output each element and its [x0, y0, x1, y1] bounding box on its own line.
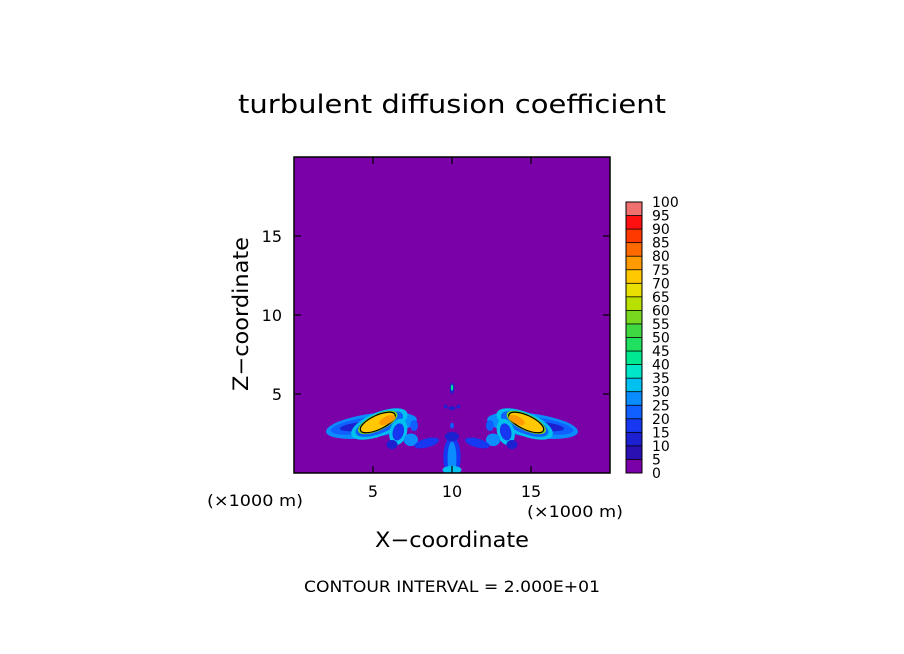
- colorbar-swatch: [626, 445, 642, 460]
- chart-title: turbulent diffusion coefficient: [238, 90, 666, 120]
- lobe-cell-dot: [410, 420, 419, 432]
- central-dot: [450, 422, 454, 429]
- y-unit-label: (×1000 m): [527, 502, 623, 521]
- colorbar-label: 5: [652, 452, 661, 468]
- lobe-cell-small: [485, 433, 501, 447]
- x-tick-label: 5: [368, 482, 378, 501]
- central-column-core: [447, 441, 457, 473]
- colorbar-swatch: [626, 269, 642, 284]
- upper-dot-left: [443, 404, 448, 409]
- colorbar-swatch: [626, 323, 642, 338]
- y-tick-labels: 5 10 15: [262, 227, 282, 404]
- colorbar-label: 85: [652, 236, 670, 252]
- colorbar-label: 80: [652, 249, 670, 265]
- y-tick-label: 10: [262, 306, 282, 325]
- colorbar-swatch: [626, 418, 642, 433]
- colorbar-swatch: [626, 242, 642, 257]
- colorbar-swatch: [626, 202, 642, 216]
- colorbar-label: 40: [652, 358, 670, 374]
- colorbar-labels: 0510152025303540455055606570758085909510…: [652, 195, 679, 482]
- colorbar-label: 45: [652, 344, 670, 360]
- colorbar-swatch: [626, 378, 642, 392]
- y-tick-label: 5: [272, 385, 282, 404]
- colorbar-label: 70: [652, 276, 670, 292]
- lobe-cell-dark: [386, 439, 398, 450]
- upper-dot-right: [456, 404, 461, 409]
- colorbar-swatch: [626, 337, 642, 352]
- colorbar-swatch: [626, 351, 642, 365]
- upper-arc-left: [448, 406, 456, 411]
- x-axis-label: X−coordinate: [375, 528, 529, 552]
- lobe-streak: [465, 437, 490, 449]
- x-tick-label: 10: [442, 482, 462, 501]
- lobe-cell-blue: [392, 423, 405, 441]
- colorbar-swatch: [626, 296, 642, 311]
- lobe-cell-blue: [499, 423, 512, 441]
- colorbar-label: 90: [652, 222, 670, 238]
- colorbar-swatch: [626, 391, 642, 406]
- colorbar-label: 60: [652, 303, 670, 319]
- colorbar-label: 75: [652, 263, 670, 279]
- contour-interval-note: CONTOUR INTERVAL = 2.000E+01: [304, 577, 600, 596]
- colorbar-swatch: [626, 364, 642, 379]
- lobe-cell-dot: [485, 420, 494, 432]
- plot-area: [293, 156, 611, 474]
- lobe-cell-small: [403, 433, 419, 447]
- x-tick-label: 15: [521, 482, 541, 501]
- colorbar-swatch: [626, 283, 642, 297]
- colorbar-swatch: [626, 256, 642, 270]
- colorbar-label: 55: [652, 317, 670, 333]
- colorbar-label: 30: [652, 385, 670, 401]
- colorbar-label: 20: [652, 412, 670, 428]
- x-tick-labels: 5 10 15: [368, 482, 541, 501]
- lobe-core-orange: [508, 415, 525, 426]
- x-unit-label: (×1000 m): [207, 491, 303, 510]
- colorbar-label: 25: [652, 398, 670, 414]
- axis-ticks: [294, 157, 610, 473]
- colorbar-swatch: [626, 310, 642, 324]
- colorbar-label: 65: [652, 290, 670, 306]
- colorbar-swatch: [626, 432, 642, 446]
- lobe-cell-dark: [506, 439, 518, 450]
- lobe-core-orange: [379, 415, 396, 426]
- colorbar-label: 35: [652, 371, 670, 387]
- colorbar-label: 50: [652, 331, 670, 347]
- colorbar: [625, 201, 643, 474]
- colorbar-swatch: [626, 405, 642, 419]
- colorbar-swatch: [626, 229, 642, 243]
- colorbar-label: 15: [652, 425, 670, 441]
- y-tick-label: 15: [262, 227, 282, 246]
- colorbar-label: 100: [652, 195, 679, 211]
- colorbar-label: 95: [652, 209, 670, 225]
- colorbar-label: 10: [652, 439, 670, 455]
- colorbar-label: 0: [652, 466, 661, 482]
- colorbar-swatch: [626, 459, 642, 473]
- contour-field: [326, 382, 578, 473]
- y-axis-label: Z−coordinate: [229, 237, 253, 391]
- lobe-streak: [414, 437, 439, 449]
- central-upper-cell: [444, 431, 460, 442]
- upper-cell-core: [450, 384, 454, 391]
- colorbar-swatch: [626, 215, 642, 230]
